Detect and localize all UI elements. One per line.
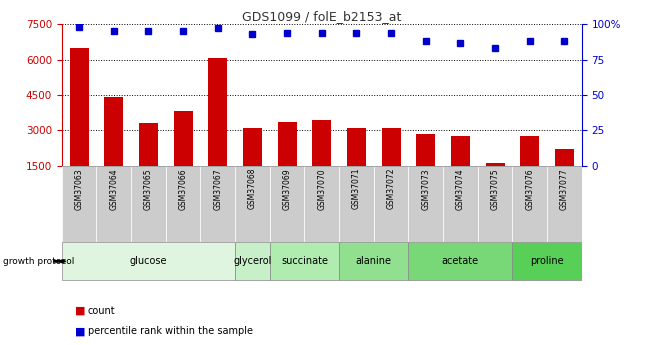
Bar <box>512 242 582 280</box>
Text: percentile rank within the sample: percentile rank within the sample <box>88 326 253 336</box>
Bar <box>270 166 304 242</box>
Bar <box>451 136 470 166</box>
Text: proline: proline <box>530 256 564 266</box>
Bar <box>139 123 158 166</box>
Text: GSM37066: GSM37066 <box>179 168 188 209</box>
Bar <box>555 149 574 166</box>
Text: growth protocol: growth protocol <box>3 257 75 266</box>
Text: GSM37063: GSM37063 <box>75 168 84 209</box>
Bar <box>270 242 339 280</box>
Bar <box>104 97 124 166</box>
Bar <box>408 166 443 242</box>
Bar <box>174 111 192 166</box>
Text: GSM37067: GSM37067 <box>213 168 222 209</box>
Text: GSM37073: GSM37073 <box>421 168 430 209</box>
Bar <box>312 120 332 166</box>
Bar <box>520 136 540 166</box>
Text: glucose: glucose <box>129 256 167 266</box>
Bar <box>235 242 270 280</box>
Bar <box>512 166 547 242</box>
Bar <box>62 242 235 280</box>
Text: GSM37075: GSM37075 <box>491 168 500 209</box>
Bar <box>70 48 88 166</box>
Bar <box>443 166 478 242</box>
Bar <box>547 166 582 242</box>
Text: GSM37068: GSM37068 <box>248 168 257 209</box>
Text: GSM37064: GSM37064 <box>109 168 118 209</box>
Bar <box>339 166 374 242</box>
Bar <box>131 166 166 242</box>
Text: GSM37072: GSM37072 <box>387 168 396 209</box>
Bar <box>166 166 200 242</box>
Text: GSM37065: GSM37065 <box>144 168 153 209</box>
Text: alanine: alanine <box>356 256 392 266</box>
Bar <box>278 122 296 166</box>
Text: GSM37071: GSM37071 <box>352 168 361 209</box>
Bar <box>339 242 408 280</box>
Text: GSM37070: GSM37070 <box>317 168 326 209</box>
Text: ■: ■ <box>75 326 85 336</box>
Bar <box>347 128 366 166</box>
Bar <box>200 166 235 242</box>
Bar <box>374 166 408 242</box>
Bar <box>486 163 504 166</box>
Bar <box>235 166 270 242</box>
Text: acetate: acetate <box>442 256 479 266</box>
Bar <box>382 128 400 166</box>
Bar <box>478 166 512 242</box>
Bar <box>243 128 262 166</box>
Text: GSM37069: GSM37069 <box>283 168 292 209</box>
Bar <box>304 166 339 242</box>
Bar <box>208 58 227 166</box>
Text: GSM37077: GSM37077 <box>560 168 569 209</box>
Bar <box>416 134 436 166</box>
Title: GDS1099 / folE_b2153_at: GDS1099 / folE_b2153_at <box>242 10 402 23</box>
Bar <box>96 166 131 242</box>
Text: glycerol: glycerol <box>233 256 272 266</box>
Text: ■: ■ <box>75 306 85 315</box>
Text: GSM37074: GSM37074 <box>456 168 465 209</box>
Bar <box>62 166 96 242</box>
Bar <box>408 242 512 280</box>
Text: GSM37076: GSM37076 <box>525 168 534 209</box>
Text: succinate: succinate <box>281 256 328 266</box>
Text: count: count <box>88 306 116 315</box>
